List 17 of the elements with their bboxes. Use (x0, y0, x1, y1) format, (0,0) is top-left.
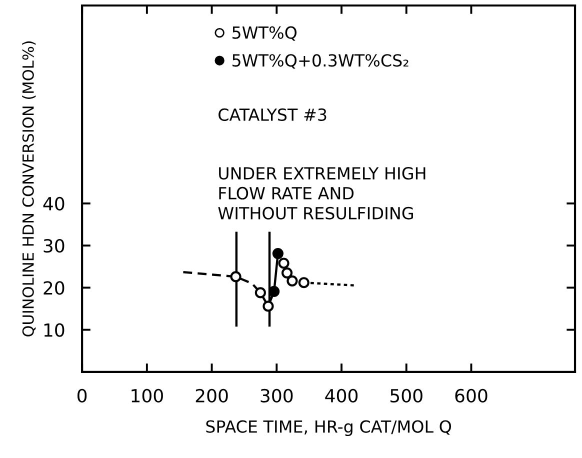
y-tick-label: 10 (44, 323, 64, 337)
y-tick-label: 20 (44, 281, 64, 295)
x-tick-label: 300 (260, 388, 293, 403)
legend-label: 5WT%Q+0.3WT%CS₂ (232, 54, 408, 69)
x-tick-label: 500 (390, 388, 422, 403)
x-tick-label: 200 (196, 388, 228, 403)
x-tick-label: 400 (325, 388, 358, 403)
x-axis-title: SPACE TIME, HR-g CAT/MOL Q (206, 420, 452, 436)
y-axis-title: QUINOLINE HDN CONVERSION (MOL%) (22, 41, 36, 336)
annotation: CATALYST #3 (218, 108, 326, 121)
x-tick-label: 600 (455, 388, 488, 403)
y-tick-label: 30 (44, 239, 64, 253)
annotation: UNDER EXTREMELY HIGH FLOW RATE AND WITHOUT RESULFIDING (218, 167, 426, 220)
x-tick-label: 100 (132, 388, 163, 403)
y-tick-label: 40 (43, 196, 64, 211)
x-tick-label: 0 (78, 388, 87, 403)
legend-label: 5WT%Q (232, 26, 297, 41)
